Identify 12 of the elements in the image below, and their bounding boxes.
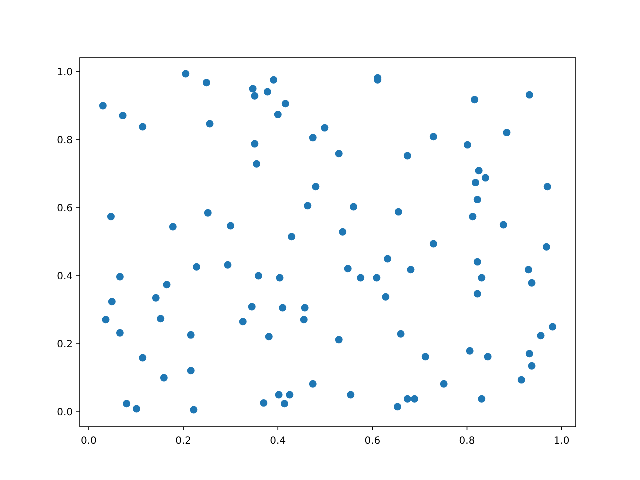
x-tick-label: 0.0 <box>81 436 97 447</box>
y-tick-label: 0.8 <box>57 135 73 146</box>
x-tick-label: 0.2 <box>176 436 192 447</box>
y-tick-label: 0.4 <box>57 272 73 282</box>
x-tick-label: 0.4 <box>270 436 286 447</box>
x-tick-label: 0.8 <box>459 436 476 447</box>
y-tick-label: 0.6 <box>57 203 73 214</box>
x-tick-label: 1.0 <box>554 436 570 447</box>
y-tick-label: 0.2 <box>57 340 73 351</box>
x-tick-label: 0.6 <box>364 436 381 447</box>
y-tick-label: 1.0 <box>57 67 73 78</box>
y-tick-label: 0.0 <box>57 408 73 419</box>
